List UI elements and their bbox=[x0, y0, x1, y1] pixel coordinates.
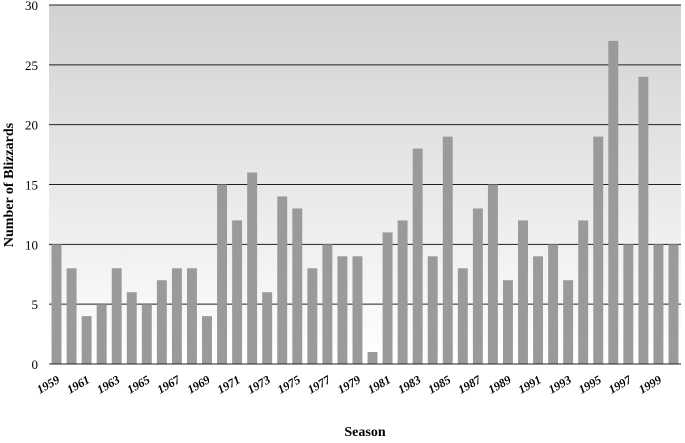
bar-1978 bbox=[337, 256, 348, 364]
bar-1968 bbox=[186, 268, 197, 364]
bar-1970 bbox=[217, 184, 228, 364]
y-tick-label: 20 bbox=[25, 118, 38, 133]
bar-1975 bbox=[292, 208, 303, 364]
bar-1961 bbox=[81, 316, 92, 364]
bar-1984 bbox=[427, 256, 438, 364]
x-tick-label: 1993 bbox=[546, 372, 574, 396]
x-tick-label: 1977 bbox=[305, 372, 334, 397]
bar-1966 bbox=[156, 280, 167, 364]
x-tick-label: 1995 bbox=[576, 372, 604, 396]
bar-1998 bbox=[638, 76, 649, 365]
x-tick-label: 1959 bbox=[34, 372, 62, 396]
x-tick-label: 1985 bbox=[425, 372, 453, 396]
x-tick-label: 1997 bbox=[606, 372, 635, 397]
bar-1967 bbox=[171, 268, 182, 364]
bar-1965 bbox=[141, 304, 152, 364]
x-tick-label: 1989 bbox=[486, 372, 514, 396]
bar-1990 bbox=[518, 220, 528, 364]
x-tick-label: 1967 bbox=[155, 372, 184, 397]
bar-1981 bbox=[382, 232, 393, 364]
x-tick-label: 1991 bbox=[516, 372, 544, 396]
gridlines bbox=[49, 4, 681, 305]
bars bbox=[51, 40, 679, 365]
bar-1987 bbox=[472, 208, 483, 364]
x-tick-label: 1983 bbox=[395, 372, 423, 396]
bar-1993 bbox=[563, 280, 574, 364]
x-axis-title: Season bbox=[344, 425, 385, 438]
bar-1971 bbox=[232, 220, 243, 364]
bar-1995 bbox=[593, 136, 604, 364]
x-tick-label: 1987 bbox=[456, 372, 485, 397]
bar-1973 bbox=[262, 292, 273, 364]
bar-1992 bbox=[548, 244, 559, 364]
x-tick-label: 1961 bbox=[64, 372, 92, 396]
bar-1999 bbox=[653, 244, 664, 364]
bar-1982 bbox=[397, 220, 408, 364]
x-tick-label: 1975 bbox=[275, 372, 303, 396]
x-tick-label: 1965 bbox=[125, 372, 153, 396]
x-tick-label: 1963 bbox=[94, 372, 122, 396]
y-tick-label: 0 bbox=[32, 357, 39, 372]
y-tick-label: 10 bbox=[25, 237, 38, 252]
bar-2000 bbox=[668, 244, 679, 364]
bar-1969 bbox=[202, 316, 212, 364]
bar-1972 bbox=[247, 172, 258, 364]
bar-1988 bbox=[487, 184, 498, 364]
y-axis-ticks: 0 5 10 15 20 25 30 bbox=[25, 0, 38, 372]
bar-1997 bbox=[623, 244, 634, 364]
x-tick-label: 1971 bbox=[215, 372, 243, 396]
bar-1962 bbox=[96, 304, 107, 364]
x-tick-label: 1979 bbox=[335, 372, 363, 396]
bar-1960 bbox=[66, 268, 77, 364]
bar-1963 bbox=[111, 268, 122, 364]
x-axis-ticks: 1959 1961 1963 1965 1967 1969 1971 1973 1975 1977… bbox=[34, 372, 664, 397]
bar-1974 bbox=[277, 196, 288, 364]
y-tick-label: 25 bbox=[25, 58, 38, 73]
bar-1979 bbox=[352, 256, 363, 364]
y-axis-title: Number of Blizzards bbox=[2, 122, 17, 247]
bar-1980 bbox=[367, 352, 378, 364]
y-tick-label: 5 bbox=[32, 297, 39, 312]
x-tick-label: 1981 bbox=[365, 372, 393, 396]
bar-1977 bbox=[322, 244, 333, 364]
x-tick-label: 1973 bbox=[245, 372, 273, 396]
bar-1996 bbox=[608, 40, 619, 365]
y-tick-label: 15 bbox=[25, 178, 38, 193]
y-tick-label: 30 bbox=[25, 0, 38, 13]
bar-1991 bbox=[533, 256, 544, 364]
x-tick-label: 1999 bbox=[636, 372, 664, 396]
bar-1989 bbox=[502, 280, 513, 364]
bar-1985 bbox=[442, 136, 453, 364]
bar-1994 bbox=[578, 220, 589, 364]
x-tick-label: 1969 bbox=[185, 372, 213, 396]
bar-1959 bbox=[51, 244, 62, 364]
bar-1983 bbox=[412, 148, 423, 364]
bar-1986 bbox=[457, 268, 468, 364]
bar-1964 bbox=[126, 292, 137, 364]
bar-1976 bbox=[307, 268, 318, 364]
